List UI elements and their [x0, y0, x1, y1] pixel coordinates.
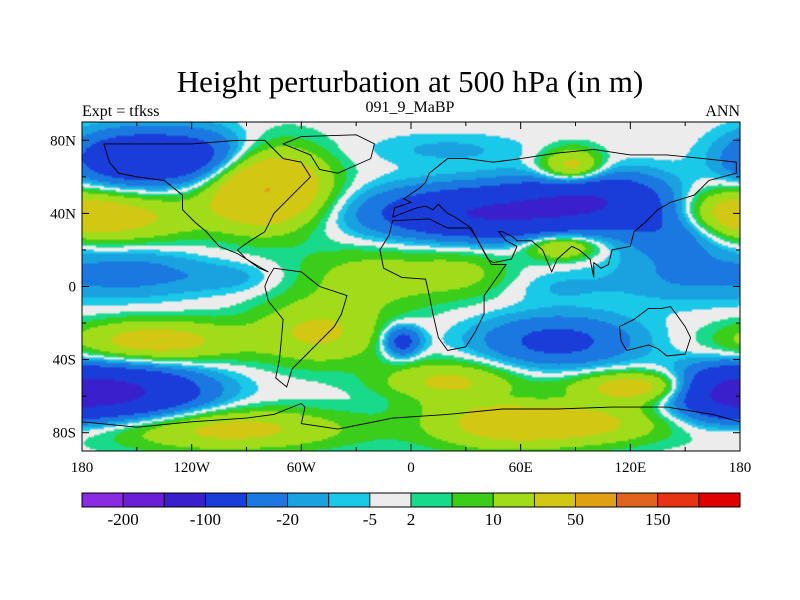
colorbar-label: 150 — [645, 510, 671, 529]
colorbar-box — [492, 492, 535, 508]
colorbar-label: 2 — [407, 510, 416, 529]
y-axis: 80N 40N 0 40S 80S — [50, 133, 740, 442]
colorbar-box — [657, 492, 700, 508]
colorbar-box — [616, 492, 659, 508]
x-tick-label: 180 — [729, 460, 752, 476]
colorbar-frame — [81, 492, 741, 508]
y-tick-label: 40N — [50, 206, 76, 222]
x-tick-label: 120E — [614, 460, 646, 476]
colorbar-box — [410, 492, 453, 508]
colorbar-box — [204, 492, 247, 508]
colorbar-label: 50 — [567, 510, 584, 529]
continent-outline — [392, 148, 737, 278]
x-tick-label: 120W — [173, 460, 211, 476]
experiment-label: Expt = tfkss — [82, 103, 159, 120]
colorbar-box — [246, 492, 289, 508]
continent-outline — [103, 139, 312, 273]
colorbar-box — [122, 492, 165, 508]
continent-outline — [281, 134, 375, 174]
chart-title: Height perturbation at 500 hPa (in m) — [177, 64, 644, 99]
y-tick-label: 80N — [50, 133, 76, 149]
colorbar-box — [81, 492, 124, 508]
colorbar-box — [287, 492, 330, 508]
case-label: 091_9_MaBP — [366, 99, 455, 116]
continent-outline — [82, 402, 740, 451]
colorbar-box — [163, 492, 206, 508]
continent-outline — [264, 267, 348, 388]
continent-outlines — [82, 134, 740, 451]
colorbar-box — [451, 492, 494, 508]
colorbar-box — [369, 492, 412, 508]
continent-outline — [618, 306, 692, 357]
x-tick-label: 60W — [287, 460, 317, 476]
x-tick-label: 0 — [407, 460, 415, 476]
colorbar-box — [698, 492, 741, 508]
colorbar-label: 10 — [485, 510, 502, 529]
x-axis: 180 120W 60W 0 60E 120E 180 — [71, 122, 752, 476]
x-tick-label: 180 — [71, 460, 94, 476]
y-tick-label: 0 — [69, 280, 77, 296]
colorbar-box — [328, 492, 371, 508]
colorbar-label: -20 — [276, 510, 299, 529]
colorbar-label: -100 — [190, 510, 221, 529]
colorbar-label: -5 — [363, 510, 377, 529]
y-tick-label: 40S — [53, 353, 76, 369]
height-field-image — [82, 122, 740, 451]
x-tick-label: 60E — [509, 460, 533, 476]
colorbar-box — [533, 492, 576, 508]
colorbar-box — [575, 492, 618, 508]
colorbar-label: -200 — [108, 510, 139, 529]
colorbar: -200 -100 -20 -5 2 10 50 150 — [81, 492, 741, 529]
season-label: ANN — [705, 103, 740, 120]
y-tick-label: 80S — [53, 426, 76, 442]
continent-outline — [379, 218, 507, 351]
map-area — [81, 121, 741, 452]
